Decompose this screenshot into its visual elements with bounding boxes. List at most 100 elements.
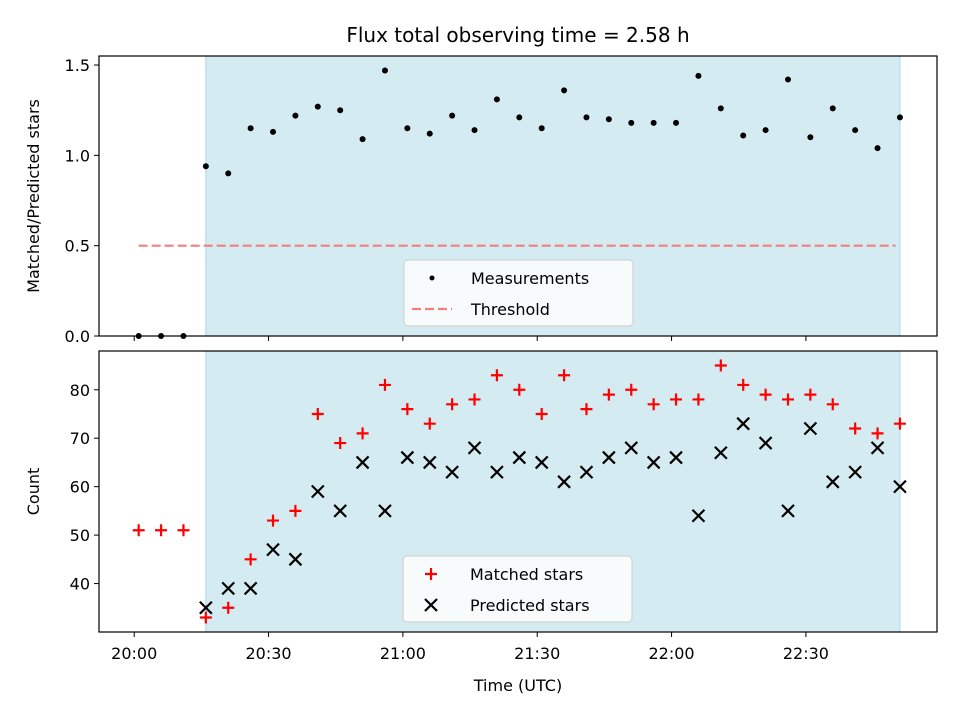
legend-marker — [425, 568, 437, 580]
data-point — [737, 378, 750, 391]
data-point — [381, 67, 388, 74]
data-point — [493, 96, 500, 103]
data-point — [490, 369, 503, 382]
series-predicted-stars — [199, 416, 907, 615]
y-tick-label: 60 — [70, 478, 90, 497]
chart-title: Flux total observing time = 2.58 h — [346, 23, 689, 47]
axes-frame — [98, 55, 938, 337]
data-point — [449, 112, 456, 119]
y-tick-label: 40 — [70, 575, 90, 594]
data-point — [267, 514, 280, 527]
data-point — [624, 441, 639, 455]
data-point — [471, 127, 478, 134]
data-point — [646, 455, 661, 470]
x-tick-label: 20:30 — [245, 644, 291, 663]
data-point — [359, 136, 366, 143]
data-point — [826, 398, 839, 411]
data-point — [202, 163, 209, 170]
data-point — [426, 130, 433, 137]
data-point — [177, 524, 190, 537]
data-point — [422, 455, 437, 470]
x-tick-label: 20:00 — [111, 644, 157, 663]
data-point — [311, 484, 325, 499]
data-point — [803, 421, 818, 436]
data-point — [244, 553, 257, 566]
data-point — [467, 441, 482, 455]
data-point — [247, 125, 254, 132]
x-tick-label: 22:00 — [649, 644, 695, 663]
data-point — [490, 465, 504, 479]
x-tick-label: 21:00 — [380, 644, 426, 663]
y-tick-label: 50 — [70, 526, 90, 545]
data-point — [337, 107, 344, 114]
legend-label: Measurements — [471, 269, 589, 288]
legend: Measurements Threshold — [403, 259, 634, 327]
data-point — [243, 581, 258, 596]
data-point — [673, 119, 680, 126]
data-point — [221, 581, 236, 596]
data-point — [650, 119, 657, 126]
y-tick-label: 1.5 — [65, 56, 90, 75]
data-point — [378, 504, 392, 518]
data-point — [557, 475, 571, 489]
bottom-panel: 40 50 60 70 80 20:00 20:30 21:00 21:30 22:00 22:30… — [24, 350, 938, 663]
data-point — [535, 407, 548, 420]
data-point — [314, 103, 321, 110]
data-point — [893, 417, 906, 430]
data-point — [781, 504, 795, 518]
legend-box — [403, 259, 634, 327]
data-point — [829, 105, 836, 112]
data-point — [356, 427, 369, 440]
data-point — [692, 393, 705, 406]
data-point — [784, 76, 791, 83]
data-point — [628, 119, 635, 126]
top-panel: 0.0 0.5 1.0 1.5 Matched/Predicted stars Measu… — [24, 55, 938, 346]
data-point — [759, 388, 772, 401]
data-point — [199, 600, 213, 615]
data-point — [669, 450, 683, 465]
data-point — [558, 369, 571, 382]
x-axis-label: Time (UTC) — [473, 676, 562, 695]
data-point — [155, 524, 168, 537]
data-point — [311, 407, 324, 420]
data-point — [602, 450, 616, 465]
legend-marker — [429, 275, 435, 281]
data-point — [288, 552, 303, 567]
data-point — [222, 601, 235, 614]
y-axis-label: Count — [24, 468, 43, 516]
data-point — [896, 114, 903, 121]
data-point — [292, 112, 299, 119]
data-point — [848, 465, 862, 479]
data-point — [714, 359, 727, 372]
data-point — [468, 393, 481, 406]
data-point — [602, 388, 615, 401]
data-point — [647, 398, 660, 411]
data-point — [781, 393, 794, 406]
data-point — [691, 508, 706, 523]
y-axis-label: Matched/Predicted stars — [24, 99, 43, 293]
data-point — [199, 611, 212, 624]
data-point — [404, 125, 411, 132]
legend-label: Threshold — [470, 300, 550, 319]
data-point — [513, 383, 526, 396]
axes-frame — [98, 350, 938, 633]
data-point — [874, 145, 881, 152]
data-point — [580, 403, 593, 416]
data-point — [516, 114, 523, 121]
data-point — [871, 427, 884, 440]
data-point — [714, 445, 728, 460]
legend-label: Predicted stars — [470, 596, 590, 615]
y-tick-label: 80 — [70, 381, 90, 400]
legend: Matched stars Predicted stars — [402, 555, 633, 623]
data-point — [266, 542, 280, 557]
data-point — [400, 450, 415, 465]
y-tick-label: 0.0 — [65, 327, 90, 346]
legend-label: Matched stars — [470, 565, 583, 584]
data-point — [534, 455, 549, 470]
data-point — [225, 170, 232, 177]
data-point — [445, 465, 459, 479]
data-point — [825, 475, 840, 489]
x-tick-label: 21:30 — [514, 644, 560, 663]
data-point — [807, 134, 814, 141]
